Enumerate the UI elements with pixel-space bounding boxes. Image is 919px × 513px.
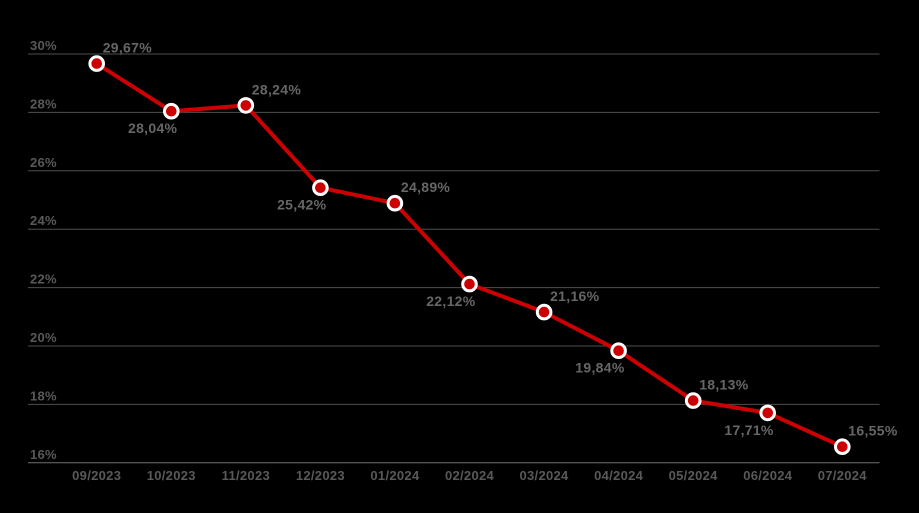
y-tick-label: 24% xyxy=(30,213,57,228)
data-point-label: 16,55% xyxy=(848,423,898,439)
x-tick-label: 02/2024 xyxy=(445,468,495,483)
data-point-label: 21,16% xyxy=(550,288,600,304)
data-point-label: 19,84% xyxy=(575,360,625,376)
x-tick-label: 06/2024 xyxy=(743,468,793,483)
y-tick-label: 28% xyxy=(30,96,57,111)
data-point-label: 18,13% xyxy=(699,377,749,393)
data-point-label: 22,12% xyxy=(426,293,476,309)
y-tick-label: 26% xyxy=(30,155,57,170)
y-tick-label: 20% xyxy=(30,330,57,345)
data-point xyxy=(461,275,478,293)
data-point xyxy=(759,404,777,422)
data-point xyxy=(237,97,255,114)
y-tick-label: 30% xyxy=(30,38,57,53)
x-tick-label: 03/2024 xyxy=(520,468,570,483)
data-point xyxy=(312,179,329,196)
y-tick-label: 16% xyxy=(30,447,57,462)
data-point xyxy=(88,55,105,72)
data-point xyxy=(684,392,702,409)
x-tick-label: 09/2023 xyxy=(72,468,121,483)
data-point-label: 29,67% xyxy=(103,40,153,56)
data-point-label: 17,71% xyxy=(724,422,774,438)
data-point-label: 28,04% xyxy=(128,120,178,136)
x-tick-label: 05/2024 xyxy=(669,468,719,483)
x-tick-label: 10/2023 xyxy=(147,468,196,483)
x-tick-label: 04/2024 xyxy=(594,468,644,483)
data-point xyxy=(163,102,180,120)
data-point xyxy=(386,194,404,212)
x-tick-label: 11/2023 xyxy=(222,468,270,483)
data-point xyxy=(535,303,553,321)
y-tick-label: 22% xyxy=(30,272,57,287)
data-point xyxy=(610,342,627,360)
data-point-label: 25,42% xyxy=(277,197,327,213)
x-tick-label: 12/2023 xyxy=(296,468,345,483)
data-point-label: 24,89% xyxy=(401,179,451,195)
data-point xyxy=(834,438,851,456)
data-point-label: 28,24% xyxy=(252,81,302,97)
y-tick-label: 18% xyxy=(30,388,57,403)
x-tick-label: 07/2024 xyxy=(818,468,868,483)
x-tick-label: 01/2024 xyxy=(370,468,420,483)
